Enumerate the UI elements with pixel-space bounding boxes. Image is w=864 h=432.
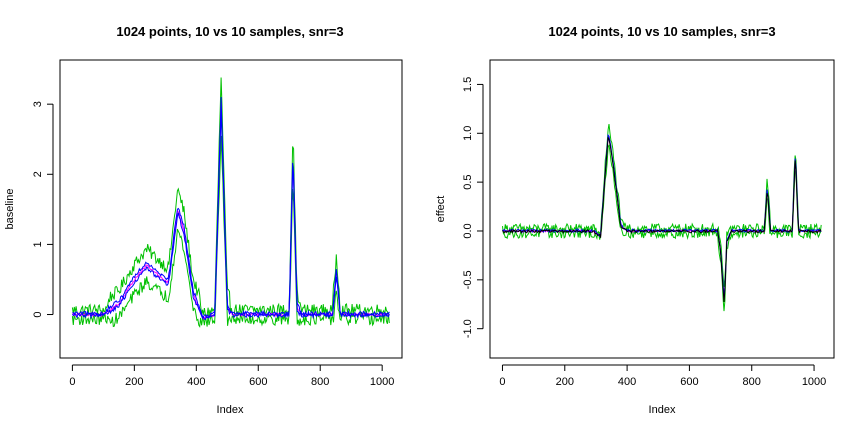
left-series-group [71,77,390,328]
series-line-1-2 [502,136,822,300]
x-tick-label: 0 [499,376,505,388]
x-tick-label: 400 [618,376,636,388]
y-tick-label: 2 [32,171,44,177]
right-y-axis: -1.0 -0.5 0.0 0.5 1.0 1.5 [462,77,484,338]
series-line-0-1 [71,135,390,328]
y-tick-label: 0.5 [462,174,474,189]
x-tick-label: 600 [680,376,698,388]
series-line-0-2 [72,102,390,320]
right-x-axis: 0 200 400 600 800 1000 [499,364,826,388]
series-line-0-4 [71,108,390,320]
y-tick-label: -0.5 [462,270,474,289]
left-x-axis: 0 200 400 600 800 1000 [69,364,394,388]
left-x-axis-label: Index [217,404,244,416]
y-tick-label: 1.0 [462,126,474,141]
y-tick-label: 1 [32,241,44,247]
x-tick-label: 200 [556,376,574,388]
left-chart-title: 1024 points, 10 vs 10 samples, snr=3 [116,24,343,39]
x-tick-label: 200 [125,376,143,388]
series-line-1-3 [502,133,822,298]
y-tick-label: 3 [32,101,44,107]
x-tick-label: 1000 [370,376,394,388]
x-tick-label: 1000 [802,376,826,388]
right-chart-title: 1024 points, 10 vs 10 samples, snr=3 [548,24,775,39]
left-plot-frame [59,59,403,359]
right-y-axis-label: effect [435,196,447,223]
x-tick-label: 800 [311,376,329,388]
left-chart-panel: 1024 points, 10 vs 10 samples, snr=3 0 20… [4,24,403,416]
left-y-axis: 0 1 2 3 [32,101,54,318]
right-plot-frame [489,59,835,359]
x-tick-label: 400 [187,376,205,388]
right-chart-panel: 1024 points, 10 vs 10 samples, snr=3 0 20… [435,24,835,416]
x-tick-label: 600 [249,376,267,388]
series-line-0-3 [72,96,390,319]
y-tick-label: -1.0 [462,319,474,338]
y-tick-label: 1.5 [462,77,474,92]
series-line-1-0 [502,124,822,287]
x-tick-label: 0 [69,376,75,388]
left-y-axis-label: baseline [4,189,16,230]
y-tick-label: 0 [32,311,44,317]
y-tick-label: 0.0 [462,223,474,238]
x-tick-label: 800 [743,376,761,388]
series-line-0-0 [71,77,390,319]
series-line-1-4 [502,137,822,303]
right-x-axis-label: Index [649,404,676,416]
right-series-group [502,124,822,312]
